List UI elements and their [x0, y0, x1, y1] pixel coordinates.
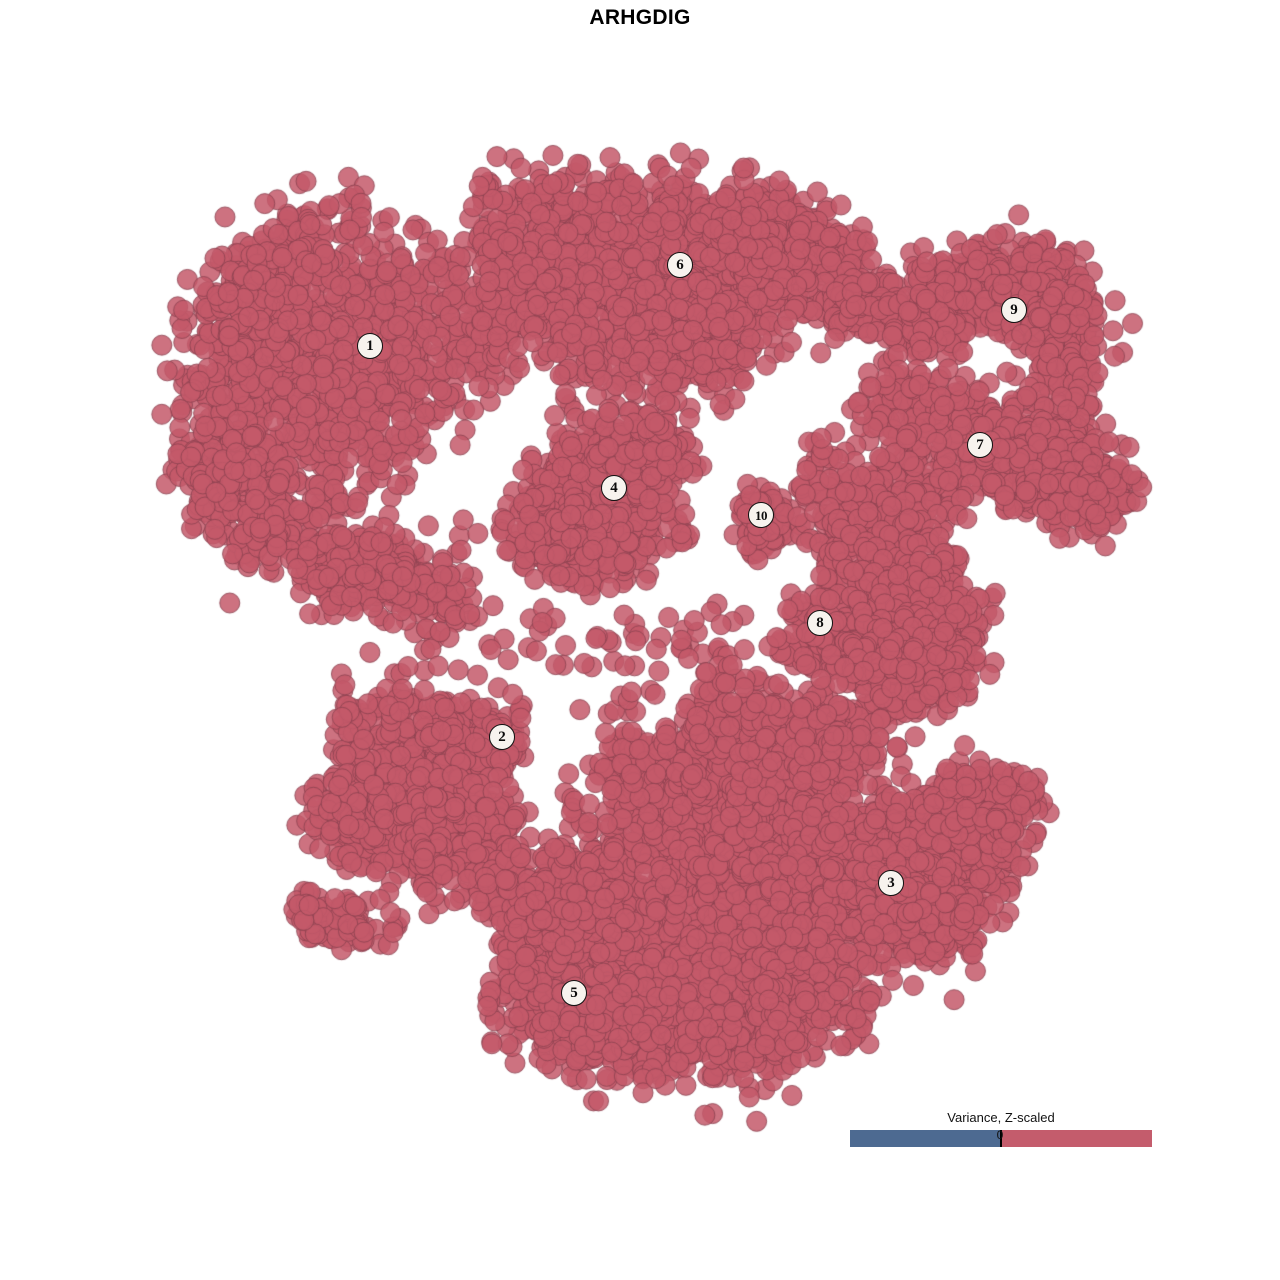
legend-title: Variance, Z-scaled — [947, 1110, 1055, 1125]
color-scale-negative-half — [850, 1130, 1000, 1147]
color-scale-zero-tick — [1000, 1130, 1002, 1147]
color-scale-zero-label: 0 — [996, 1128, 1004, 1142]
color-scale-positive-half — [1000, 1130, 1152, 1147]
color-scale-bar — [850, 1130, 1152, 1147]
cluster-label-5[interactable]: 5 — [561, 980, 587, 1006]
cluster-label-7[interactable]: 7 — [967, 432, 993, 458]
cluster-label-6[interactable]: 6 — [667, 252, 693, 278]
cluster-label-9[interactable]: 9 — [1001, 297, 1027, 323]
cluster-label-10[interactable]: 10 — [748, 502, 774, 528]
cluster-label-8[interactable]: 8 — [807, 610, 833, 636]
legend: Variance, Z-scaled 0 — [850, 1110, 1152, 1147]
cluster-label-2[interactable]: 2 — [489, 724, 515, 750]
cluster-label-4[interactable]: 4 — [601, 475, 627, 501]
cluster-label-3[interactable]: 3 — [878, 870, 904, 896]
cluster-label-1[interactable]: 1 — [357, 333, 383, 359]
